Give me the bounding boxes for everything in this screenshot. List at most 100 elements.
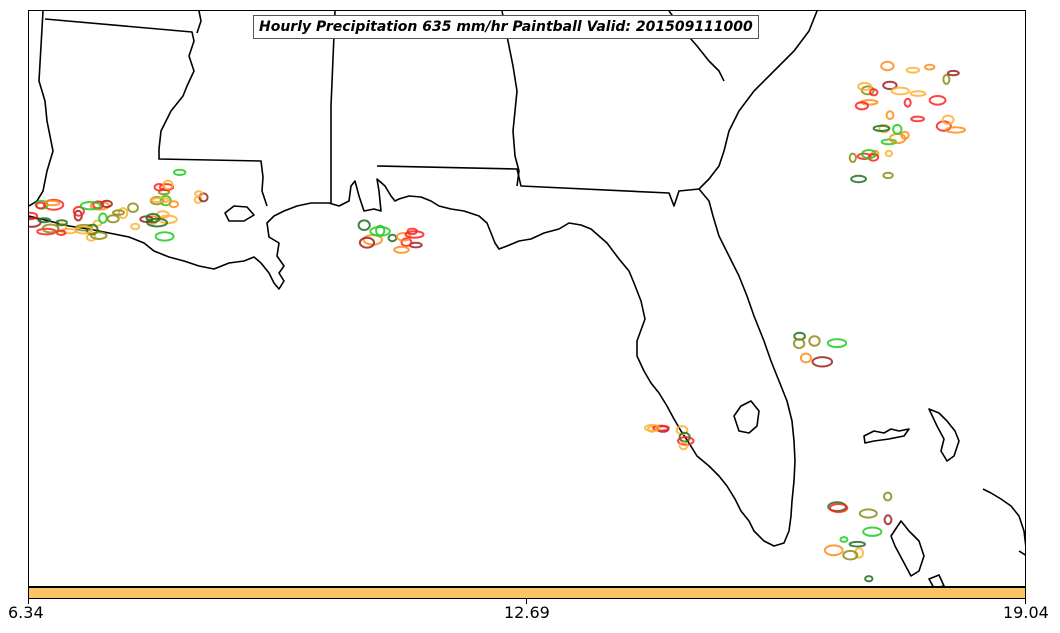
precipitation-contour xyxy=(652,424,670,432)
precipitation-contour xyxy=(400,237,413,247)
precipitation-contour xyxy=(792,338,806,350)
precipitation-contour xyxy=(106,214,120,224)
precipitation-contour xyxy=(173,168,187,176)
colorbar-tick-label-mid: 12.69 xyxy=(504,603,550,622)
precipitation-contour xyxy=(811,356,834,368)
bahamas-islands-south xyxy=(890,520,925,577)
precipitation-contour xyxy=(905,66,921,74)
precipitation-contour xyxy=(856,152,872,161)
precipitation-contour xyxy=(198,192,209,203)
precipitation-contour xyxy=(98,212,108,224)
precipitation-contour xyxy=(941,114,955,126)
lake-okeechobee xyxy=(733,400,760,434)
precipitation-contour xyxy=(127,202,139,213)
precipitation-contour xyxy=(56,229,67,236)
precipitation-contour xyxy=(945,126,967,134)
map-title: Hourly Precipitation 635 mm/hr Paintball… xyxy=(253,15,759,39)
precipitation-paintball-layer xyxy=(29,60,967,583)
precipitation-contour xyxy=(892,123,903,135)
precipitation-contour xyxy=(860,149,877,160)
precipitation-contour xyxy=(928,95,947,106)
precipitation-contour xyxy=(369,226,391,237)
colorbar-tick-label-min: 6.34 xyxy=(8,603,44,622)
precipitation-contour xyxy=(839,536,849,543)
precipitation-contour xyxy=(117,207,129,220)
coastline-and-borders xyxy=(29,11,1025,586)
map-canvas xyxy=(29,11,1025,586)
precipitation-contour xyxy=(37,217,52,224)
precipitation-contour xyxy=(826,338,848,349)
precipitation-contour xyxy=(858,508,878,519)
precipitation-contour xyxy=(850,174,867,184)
atlantic-coast xyxy=(698,11,818,190)
precipitation-contour xyxy=(882,171,894,180)
precipitation-contour xyxy=(880,138,898,146)
precipitation-contour xyxy=(29,211,39,221)
precipitation-contour xyxy=(159,194,172,207)
precipitation-contour xyxy=(387,233,398,243)
precipitation-contour xyxy=(848,152,857,164)
precipitation-contour xyxy=(857,81,873,92)
lake-pontchartrain xyxy=(224,205,255,222)
florida-north-border xyxy=(376,165,700,207)
precipitation-contour xyxy=(41,223,60,234)
colorbar-tick-label-max: 19.04 xyxy=(1003,603,1049,622)
precipitation-contour xyxy=(158,183,175,192)
louisiana-west-border xyxy=(29,11,54,207)
precipitation-contour xyxy=(393,245,410,254)
mississippi-alabama-border xyxy=(330,11,336,203)
precipitation-contour xyxy=(406,227,418,236)
precipitation-contour xyxy=(358,236,376,249)
colorbar xyxy=(28,587,1026,599)
bahamas-andros xyxy=(863,428,910,444)
precipitation-contour xyxy=(404,230,425,239)
precipitation-contour xyxy=(154,231,175,242)
precipitation-contour xyxy=(644,423,661,432)
colorbar-tick-mark xyxy=(526,599,527,604)
precipitation-contour xyxy=(194,190,204,198)
precipitation-contour xyxy=(55,219,68,227)
alabama-georgia-border xyxy=(501,11,520,187)
precipitation-contour xyxy=(924,63,936,71)
precipitation-contour xyxy=(868,88,879,97)
precipitation-contour xyxy=(72,205,85,217)
precipitation-contour xyxy=(808,335,821,347)
louisiana-north-border xyxy=(44,18,268,207)
precipitation-contour xyxy=(883,514,893,526)
precipitation-contour xyxy=(823,544,844,557)
cuba-coast xyxy=(982,488,1025,556)
precipitation-contour xyxy=(946,69,960,77)
precipitation-contour xyxy=(828,503,849,513)
precipitation-contour xyxy=(146,217,169,228)
precipitation-contour xyxy=(903,97,912,108)
louisiana-coast xyxy=(29,178,796,547)
precipitation-contour xyxy=(357,219,371,231)
precipitation-contour xyxy=(130,222,141,231)
precipitation-contour xyxy=(100,199,113,208)
map-panel xyxy=(28,10,1026,587)
precipitation-contour xyxy=(910,115,925,123)
colorbar-tick-mark xyxy=(28,599,29,604)
precipitation-contour xyxy=(162,179,174,191)
precipitation-contour xyxy=(872,124,891,133)
precipitation-contour xyxy=(909,90,927,97)
precipitation-contour xyxy=(942,73,951,85)
colorbar-tick-mark xyxy=(1025,599,1026,604)
precipitation-contour xyxy=(883,491,893,502)
precipitation-contour xyxy=(854,101,870,111)
precipitation-contour xyxy=(890,86,910,96)
precipitation-contour xyxy=(862,526,883,537)
precipitation-contour xyxy=(848,540,866,548)
precipitation-contour xyxy=(842,549,859,561)
bahamas-small-isle xyxy=(928,574,945,586)
precipitation-contour xyxy=(880,60,895,72)
precipitation-contour xyxy=(168,200,180,209)
precipitation-contour xyxy=(882,80,898,91)
precipitation-contour xyxy=(79,201,102,211)
precipitation-contour xyxy=(885,110,895,121)
precipitation-contour xyxy=(90,231,108,241)
precipitation-contour xyxy=(74,225,94,235)
precipitation-contour xyxy=(884,149,894,158)
bahamas-eleuthera xyxy=(928,408,960,462)
mississippi-river-line xyxy=(196,11,202,34)
